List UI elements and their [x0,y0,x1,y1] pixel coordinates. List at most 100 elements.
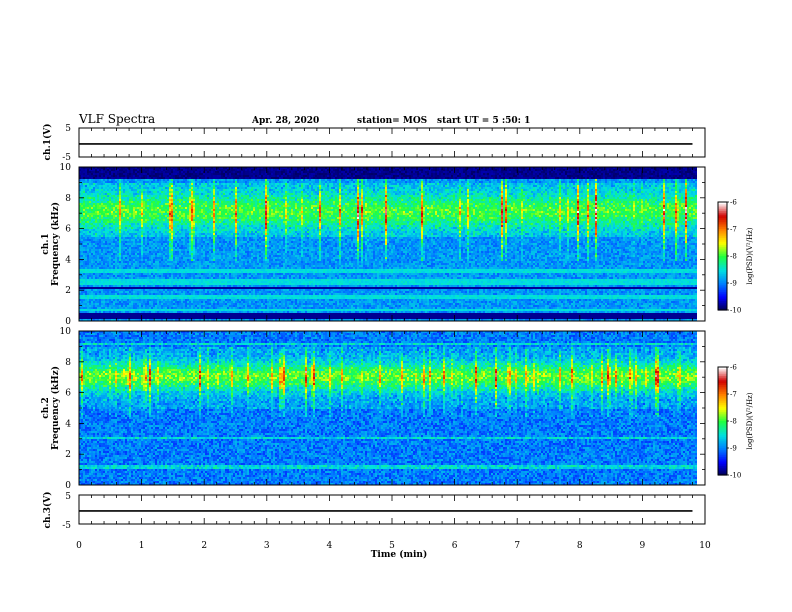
colorbar-tick-label: -7 [730,226,737,234]
colorbar-cell [718,304,727,307]
colorbar-cell [718,392,727,395]
xtick-label: 10 [699,541,711,551]
colorbar-cell [718,449,727,453]
ch1-spectrogram-ylabel-channel: ch.1 [41,233,51,254]
colorbar-tick-label: -9 [730,280,737,288]
colorbar-cell [718,259,727,262]
colorbar-cell [718,207,727,210]
colorbar-cell [718,306,727,309]
ytick-label: 2 [65,286,71,296]
colorbar-label: log(PSD)(V²/Hz) [746,227,754,284]
ch1-ytick-top: 5 [65,124,71,134]
colorbar-cell [718,462,727,465]
colorbar-cell [718,372,727,375]
colorbar-cell [718,205,727,208]
colorbar-cell [718,377,727,381]
xtick-label: 9 [640,541,646,551]
colorbar-cell [718,261,727,264]
ch2-spectrogram-panel: 0 2 4 6 8 10 ch.2 Frequency (kHz) [41,327,706,491]
colorbar-cell [718,388,727,391]
colorbar-cell [718,288,727,291]
colorbar-cell [718,431,727,435]
ytick-label: 0 [65,317,71,327]
colorbar-cell [718,397,727,400]
colorbar-cell [718,412,727,415]
colorbar-cell [718,464,727,467]
colorbar-cell [718,308,727,311]
colorbar-cell [718,234,727,237]
colorbar-cell [718,245,727,248]
time-ticks [78,128,706,524]
colorbar-cell [718,466,727,469]
colorbar-cell [718,221,727,225]
ch2-spectrogram-ylabel-channel: ch.2 [41,397,51,418]
colorbar-cell [718,239,727,243]
colorbar-cell [718,293,727,297]
xtick-label: 0 [76,541,82,551]
ch3-waveform-ylabel: ch.3(V) [42,492,53,529]
colorbar-cell [718,238,727,241]
colorbar-cell [718,286,727,289]
time-tick-labels: 0 1 2 3 4 5 6 7 8 9 10 [76,541,711,551]
time-axis-label: Time (min) [371,549,428,560]
xtick-label: 8 [577,541,583,551]
xtick-label: 6 [452,541,458,551]
xtick-label: 2 [201,541,207,551]
date-label: Apr. 28, 2020 [251,116,319,126]
colorbar-label: log(PSD)(V²/Hz) [746,392,754,449]
colorbar-cell [718,254,727,257]
colorbar-tick-label: -10 [730,472,741,480]
colorbar-cell [718,401,727,404]
colorbar-cell [718,455,727,458]
ytick-label: 10 [60,163,72,173]
colorbar-cell [718,302,727,306]
colorbar-cell [718,211,727,214]
colorbar-cell [718,284,727,288]
colorbar-cell [718,469,727,472]
colorbar-cell [718,424,727,427]
colorbar-cell [718,297,727,300]
colorbar-cell [718,283,727,286]
ch3-ytick-top: 5 [65,492,71,502]
colorbar-cell [718,203,727,207]
colorbar-cell [718,379,727,382]
xtick-label: 4 [327,541,333,551]
colorbar-cell [718,473,727,476]
colorbar-cell [718,301,727,304]
colorbar-cell [718,453,727,456]
ch1-spectrogram-panel: 0 2 4 6 8 10 ch.1 Frequency (kHz) [41,163,706,327]
colorbar-cell [718,457,727,460]
colorbar-cell [718,243,727,246]
colorbar-cell [718,270,727,273]
colorbar-cell [718,458,727,462]
colorbar-cell [718,467,727,471]
colorbar-cell [718,446,727,449]
colorbar-cell [718,218,727,221]
ytick-label: 8 [65,358,71,368]
colorbar-cell [718,266,727,270]
ch1-waveform-ylabel: ch.1(V) [42,124,53,161]
colorbar-cell [718,225,727,228]
colorbar-cell [718,368,727,372]
colorbar-cell [718,460,727,463]
ytick-label: 4 [65,419,71,429]
colorbar-cell [718,230,727,234]
colorbar-cell [718,252,727,255]
colorbar-tick-label: -6 [730,199,737,207]
colorbar-cell [718,367,727,370]
colorbar-cell [718,419,727,422]
colorbar-cell [718,272,727,275]
xtick-label: 7 [514,541,520,551]
colorbar-tick-label: -8 [730,418,737,426]
colorbar-cell [718,277,727,280]
colorbar-cell [718,439,727,442]
xtick-label: 1 [139,541,145,551]
colorbar-cell [718,428,727,431]
colorbar-cell [718,437,727,440]
station-label: station= MOS [357,116,427,126]
colorbar-tick-label: -9 [730,445,737,453]
colorbar-cell [718,290,727,293]
colorbar-cell [718,444,727,447]
colorbar-cell [718,415,727,418]
